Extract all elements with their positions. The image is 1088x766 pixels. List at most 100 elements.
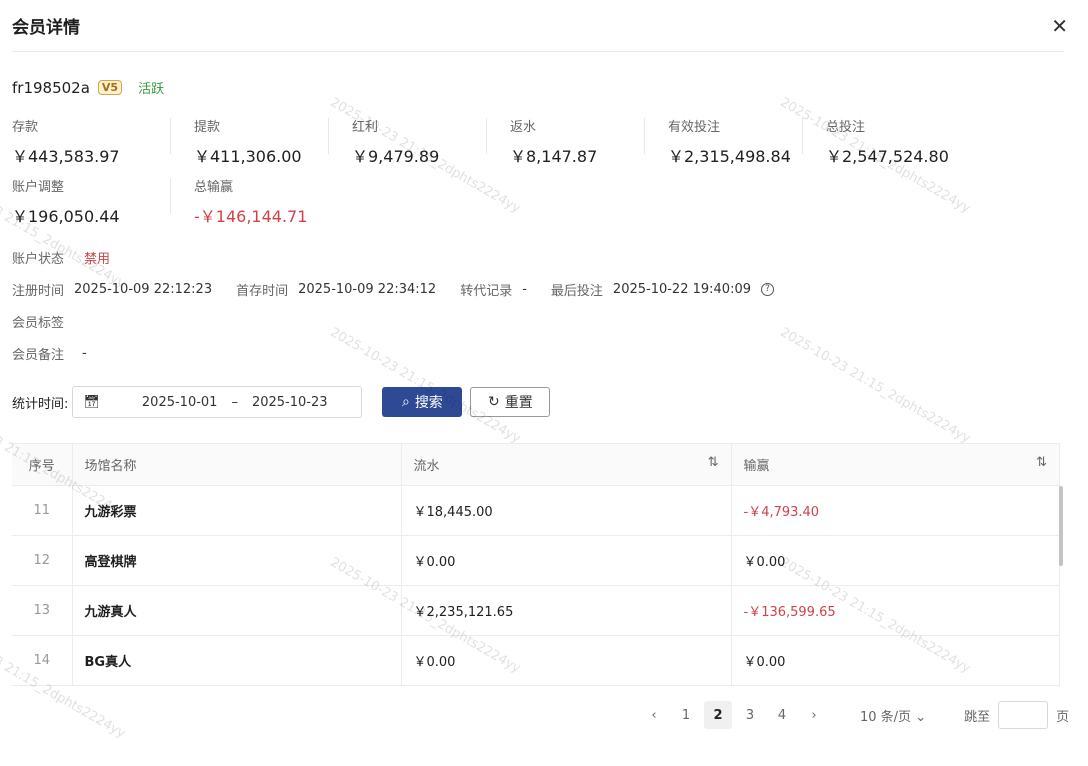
stat-item: 账户调整 ￥196,050.44	[12, 176, 170, 236]
stat-label: 返水	[510, 120, 537, 135]
venue-name: 九游真人	[72, 585, 402, 636]
stat-value: ￥2,315,498.84	[668, 147, 791, 166]
jump-page-input[interactable]	[998, 701, 1049, 729]
stat-label: 存款	[12, 120, 39, 135]
stat-item: 有效投注 ￥2,315,498.84	[644, 116, 802, 176]
filter-bar: 统计时间: 📅︎ 2025-10-01 – 2025-10-23 ⌕ 搜索 ↻ 重置	[12, 386, 551, 418]
calendar-icon: 📅︎	[83, 394, 100, 410]
stat-value: ￥9,479.89	[352, 147, 440, 166]
col-venue: 场馆名称	[72, 443, 402, 486]
flow-value: ￥0.00	[401, 635, 732, 686]
table-row: 12 高登棋牌 ￥0.00 ￥0.00	[12, 535, 1060, 586]
close-icon[interactable]: ✕	[1051, 13, 1068, 38]
watermark: 2025-10-23 21:15_2dphts2224yy	[777, 325, 973, 447]
stat-label: 总输赢	[194, 180, 234, 195]
reset-label: 重置	[504, 395, 533, 411]
col-flow[interactable]: 流水 ⇅	[401, 443, 732, 486]
table-scrollbar[interactable]	[1059, 486, 1063, 566]
row-no: 11	[12, 485, 73, 536]
chevron-down-icon: ⌄	[915, 709, 927, 725]
venue-name: 高登棋牌	[72, 535, 402, 586]
stat-item: 提款 ￥411,306.00	[170, 116, 328, 176]
jump-label: 跳至	[964, 709, 991, 725]
stat-value: -￥146,144.71	[194, 207, 308, 226]
row-no: 12	[12, 535, 73, 586]
tags-row: 会员标签	[12, 312, 64, 331]
page-size-select[interactable]: 10 条/页 ⌄	[860, 706, 926, 725]
stat-label: 有效投注	[668, 120, 721, 135]
sort-icon[interactable]: ⇅	[707, 455, 719, 470]
stat-item: 总输赢 -￥146,144.71	[170, 176, 328, 236]
reg-time-label: 注册时间	[12, 284, 65, 299]
stat-value: ￥2,547,524.80	[826, 147, 949, 166]
page-1[interactable]: 1	[681, 707, 691, 723]
win-value: ￥0.00	[731, 535, 1060, 586]
transfer-value: -	[522, 282, 527, 297]
tags-label: 会员标签	[12, 316, 65, 331]
col-win-label: 输赢	[743, 459, 770, 474]
page-4[interactable]: 4	[777, 707, 787, 723]
search-icon: ⌕	[401, 394, 410, 410]
first-deposit-value: 2025-10-09 22:34:12	[298, 282, 437, 297]
venue-table: 序号 场馆名称 流水 ⇅ 输赢 ⇅ 11 九游彩票 ￥18,445.00 -￥4,793.…	[12, 443, 1060, 686]
reset-button[interactable]: ↻ 重置	[470, 387, 551, 417]
stat-label: 总投注	[826, 120, 866, 135]
page-2[interactable]: 2	[704, 701, 732, 729]
stats-panel: 存款 ￥443,583.97 提款 ￥411,306.00 红利 ￥9,479.89 返水 ￥…	[12, 116, 960, 236]
help-icon[interactable]: ?	[761, 283, 774, 296]
stat-item: 总投注 ￥2,547,524.80	[802, 116, 960, 176]
dialog-header: 会员详情 ✕	[12, 0, 1068, 52]
reg-time-value: 2025-10-09 22:12:23	[74, 282, 213, 297]
table-row: 11 九游彩票 ￥18,445.00 -￥4,793.40	[12, 485, 1060, 536]
reset-icon: ↻	[488, 394, 500, 410]
search-button[interactable]: ⌕ 搜索	[382, 387, 463, 417]
member-name: fr198502a	[12, 78, 90, 97]
row-no: 14	[12, 635, 73, 686]
col-no: 序号	[12, 443, 73, 486]
stat-label: 提款	[194, 120, 221, 135]
dialog-title: 会员详情	[12, 18, 80, 38]
table-row: 13 九游真人 ￥2,235,121.65 -￥136,599.65	[12, 585, 1060, 636]
last-bet-label: 最后投注	[550, 284, 603, 299]
venue-name: BG真人	[72, 635, 402, 686]
next-page-icon[interactable]: ›	[811, 707, 817, 723]
win-value: ￥0.00	[731, 635, 1060, 686]
page-unit: 页	[1056, 709, 1070, 725]
stat-label: 红利	[352, 120, 379, 135]
stat-item: 存款 ￥443,583.97	[12, 116, 170, 176]
win-value: -￥4,793.40	[731, 485, 1060, 536]
time-row: 注册时间 2025-10-09 22:12:23 首存时间 2025-10-09…	[12, 280, 774, 299]
start-date[interactable]: 2025-10-01	[141, 394, 218, 410]
flow-value: ￥2,235,121.65	[401, 585, 732, 636]
col-win[interactable]: 输赢 ⇅	[731, 443, 1060, 486]
vip-badge: V5	[97, 80, 123, 95]
member-status: 活跃	[138, 82, 165, 97]
stat-value: ￥443,583.97	[12, 147, 120, 166]
last-bet-value: 2025-10-22 19:40:09	[612, 282, 751, 297]
note-value: -	[82, 346, 87, 361]
transfer-label: 转代记录	[460, 284, 513, 299]
stat-label: 账户调整	[12, 180, 65, 195]
note-row: 会员备注 -	[12, 344, 87, 363]
table-row: 14 BG真人 ￥0.00 ￥0.00	[12, 635, 1060, 686]
first-deposit-label: 首存时间	[236, 284, 289, 299]
account-status-value: 禁用	[84, 252, 111, 267]
venue-name: 九游彩票	[72, 485, 402, 536]
stat-time-label: 统计时间:	[12, 396, 69, 412]
prev-page-icon[interactable]: ‹	[651, 707, 657, 723]
win-value: -￥136,599.65	[731, 585, 1060, 636]
page-3[interactable]: 3	[745, 707, 755, 723]
stat-value: ￥196,050.44	[12, 207, 120, 226]
flow-value: ￥18,445.00	[401, 485, 732, 536]
end-date[interactable]: 2025-10-23	[251, 394, 328, 410]
date-range-picker[interactable]: 📅︎ 2025-10-01 – 2025-10-23	[72, 386, 363, 418]
member-info: fr198502a V5 活跃	[12, 78, 165, 98]
account-status-row: 账户状态 禁用	[12, 248, 110, 267]
sort-icon[interactable]: ⇅	[1036, 455, 1047, 470]
stat-item: 红利 ￥9,479.89	[328, 116, 486, 176]
note-label: 会员备注	[12, 348, 65, 363]
flow-value: ￥0.00	[401, 535, 732, 586]
page-size-value: 10 条/页	[860, 709, 912, 725]
account-status-label: 账户状态	[12, 252, 65, 267]
